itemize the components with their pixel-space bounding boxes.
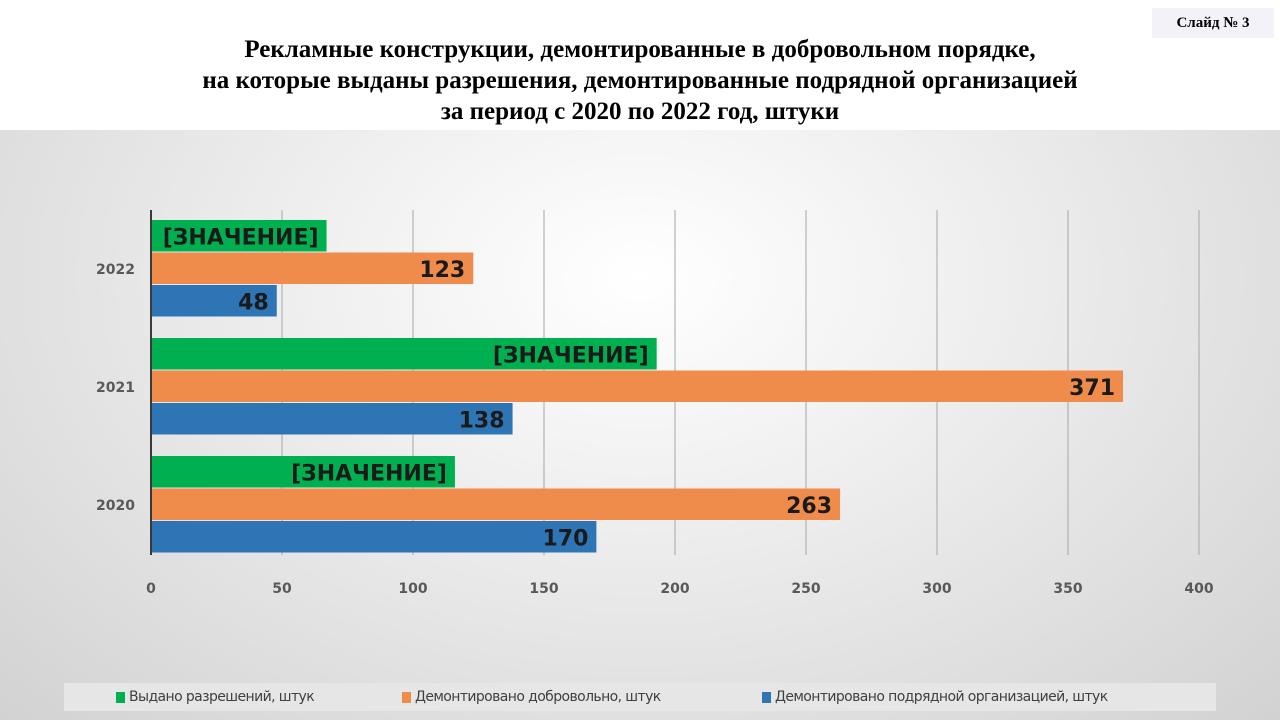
legend-item-issued: Выдано разрешений, штук	[116, 689, 315, 705]
slide-label: Слайд № 3	[1152, 8, 1274, 38]
y-tick-label: 2020	[96, 498, 135, 514]
bar	[152, 488, 841, 520]
y-tick-label: 2021	[96, 380, 135, 396]
chart-title: Рекламные конструкции, демонтированные в…	[0, 34, 1280, 127]
bar	[152, 252, 474, 284]
x-tick-label: 400	[1184, 581, 1213, 597]
y-tick-label: 2022	[96, 262, 135, 278]
bar	[152, 338, 657, 370]
legend-label: Демонтировано подрядной организацией, шт…	[775, 689, 1108, 705]
data-label: 138	[459, 408, 505, 433]
x-tick-label: 350	[1053, 581, 1082, 597]
title-line-1: Рекламные конструкции, демонтированные в…	[244, 36, 1036, 63]
data-label: [ЗНАЧЕНИЕ]	[163, 225, 319, 250]
data-label: [ЗНАЧЕНИЕ]	[493, 343, 649, 368]
x-tick-label: 300	[922, 581, 951, 597]
bar	[152, 370, 1124, 402]
data-label: 371	[1069, 376, 1115, 401]
bar	[152, 521, 597, 553]
legend-label: Демонтировано добровольно, штук	[415, 689, 661, 705]
legend-swatch	[116, 691, 125, 703]
legend-label: Выдано разрешений, штук	[129, 689, 315, 705]
legend-swatch	[762, 691, 771, 703]
data-label: 48	[238, 290, 269, 315]
data-label: [ЗНАЧЕНИЕ]	[291, 461, 447, 486]
data-label: 263	[786, 494, 832, 519]
legend-swatch	[402, 691, 411, 703]
data-label: 170	[542, 526, 588, 551]
legend: Выдано разрешений, штук Демонтировано до…	[64, 683, 1216, 711]
bar	[152, 456, 455, 488]
x-tick-label: 0	[146, 581, 156, 597]
x-tick-label: 100	[398, 581, 427, 597]
title-line-2: на которые выданы разрешения, демонтиров…	[202, 67, 1078, 94]
x-tick-label: 250	[791, 581, 820, 597]
legend-item-voluntary: Демонтировано добровольно, штук	[402, 689, 661, 705]
bar	[152, 403, 513, 435]
x-tick-label: 200	[660, 581, 689, 597]
x-tick-label: 150	[529, 581, 558, 597]
title-line-3: за период с 2020 по 2022 год, штуки	[440, 98, 840, 125]
data-label: 123	[419, 258, 465, 283]
bar	[152, 285, 277, 317]
bar	[152, 220, 327, 252]
x-tick-label: 50	[272, 581, 292, 597]
legend-item-contractor: Демонтировано подрядной организацией, шт…	[762, 689, 1108, 705]
